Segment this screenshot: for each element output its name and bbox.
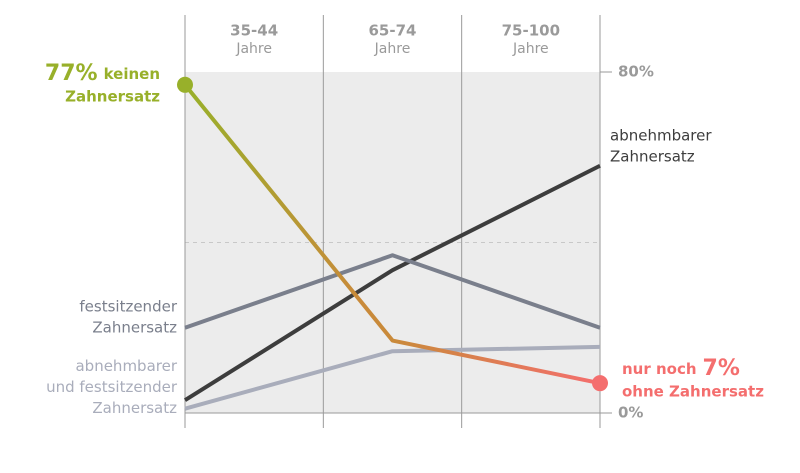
annotation-text: keinen <box>104 65 160 83</box>
series-label: abnehmbarer <box>75 357 177 375</box>
annotation: ohne Zahnersatz <box>622 383 764 401</box>
series-line <box>183 163 601 402</box>
annotation-value: 7% <box>703 356 740 381</box>
series-label: abnehmbarer <box>610 126 712 144</box>
x-tick-unit: Jahre <box>235 41 272 57</box>
annotation: 77% keinen <box>45 61 160 86</box>
x-tick-unit: Jahre <box>512 41 549 57</box>
series-line <box>184 344 601 411</box>
endpoint <box>177 76 193 93</box>
series-label: Zahnersatz <box>92 399 177 417</box>
annotation: nur noch 7% <box>622 356 740 381</box>
endpoint <box>592 375 608 392</box>
series-line <box>184 253 601 330</box>
series-label: und festsitzender <box>46 378 178 396</box>
x-tick-label: 35-44 <box>230 22 278 40</box>
x-tick-unit: Jahre <box>374 41 411 57</box>
annotation: Zahnersatz <box>65 88 160 106</box>
annotation-value: 77% <box>45 61 98 86</box>
series-label: Zahnersatz <box>92 318 177 336</box>
x-tick-label: 75-100 <box>502 22 560 40</box>
series-label: festsitzender <box>79 297 177 315</box>
y-tick-label: 80% <box>618 63 654 81</box>
annotation-text: nur noch <box>622 360 697 378</box>
series-label: Zahnersatz <box>610 147 695 165</box>
series-line <box>183 83 601 386</box>
y-tick-label: 0% <box>618 404 643 422</box>
x-tick-label: 65-74 <box>369 22 417 40</box>
